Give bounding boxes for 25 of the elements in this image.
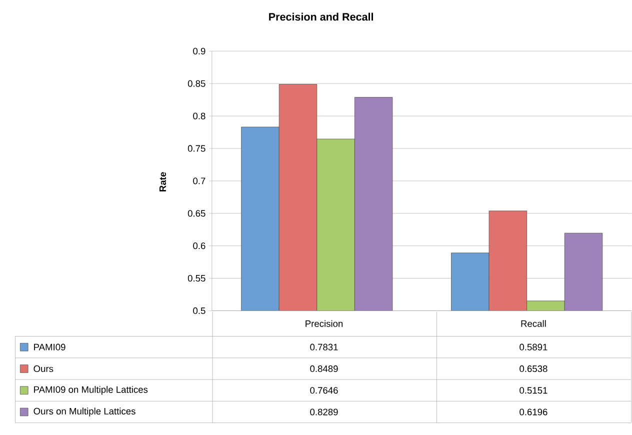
y-tick-label: 0.5 [193, 308, 206, 314]
x-tick-label: Recall [521, 320, 546, 328]
y-tick-label: 0.55 [188, 275, 206, 282]
y-axis-title: Rate [160, 172, 166, 192]
data-label: 0.6196 [520, 408, 548, 416]
x-tick-label: Precision [306, 320, 343, 328]
legend-label: Ours [34, 366, 54, 372]
y-tick-label: 0.6 [193, 242, 206, 250]
y-tick-label: 0.7 [193, 178, 206, 184]
data-label: 0.7831 [310, 344, 338, 351]
legend-label: PAMI09 on Multiple Lattices [34, 386, 148, 395]
data-label: 0.6538 [520, 366, 548, 372]
y-tick-label: 0.8 [193, 112, 206, 120]
data-label: 0.7646 [310, 387, 338, 394]
data-label: 0.5151 [520, 387, 548, 394]
legend-label: PAMI09 [34, 344, 66, 351]
y-tick-label: 0.65 [188, 210, 206, 217]
legend-label: Ours on Multiple Lattices [34, 408, 136, 417]
chart-title: Precision and Recall [269, 12, 373, 21]
data-label: 0.5891 [520, 344, 548, 351]
y-tick-label: 0.9 [193, 48, 206, 55]
data-label: 0.8489 [310, 366, 338, 372]
data-label: 0.8289 [310, 408, 338, 416]
y-tick-label: 0.75 [188, 145, 206, 152]
y-tick-label: 0.85 [188, 80, 206, 88]
